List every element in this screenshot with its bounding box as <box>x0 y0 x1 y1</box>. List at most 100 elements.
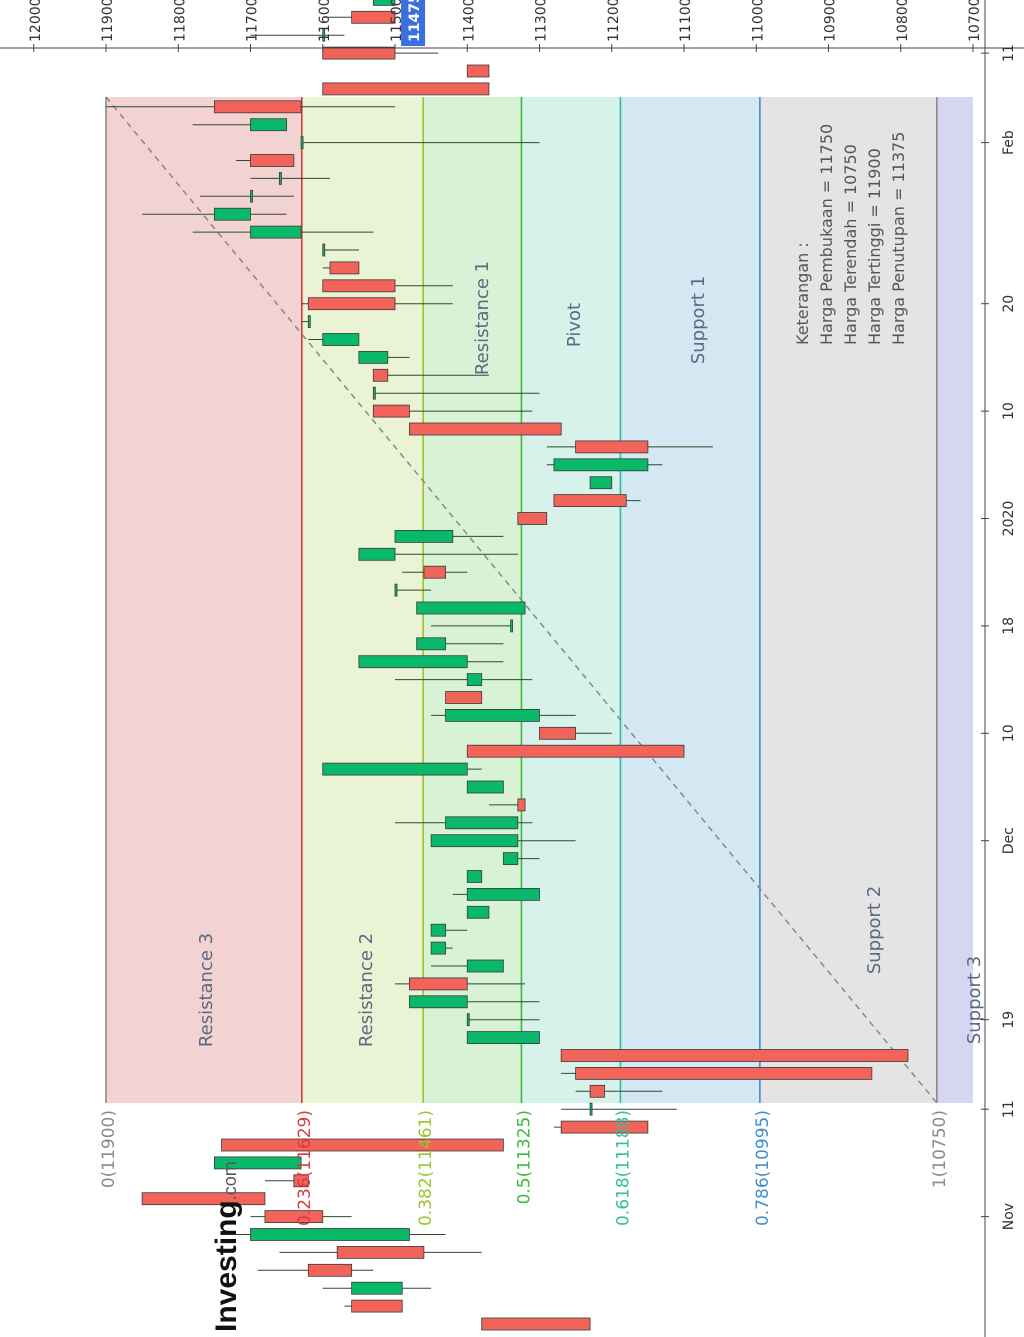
candle-body-21 <box>430 941 446 955</box>
level-label-3: 0.5(11325) <box>514 1110 534 1204</box>
candle-body-4 <box>336 1246 425 1259</box>
zone-label-6: Support 3 <box>964 956 985 1044</box>
time-label-4: 10 <box>1001 724 1017 742</box>
candle-body-74 <box>372 0 396 6</box>
level-label-5: 0.786(10995) <box>753 1110 773 1226</box>
candle-body-38 <box>416 637 446 651</box>
price-tick-label-7: 11300 <box>534 0 550 42</box>
candle-body-66 <box>300 136 304 150</box>
zone-0 <box>106 97 302 1103</box>
candle-body-33 <box>539 726 577 740</box>
candle-body-2 <box>351 1281 403 1295</box>
candle-body-72 <box>322 28 326 42</box>
candle-body-27 <box>430 834 519 848</box>
investing-logo: Investing.com <box>210 1161 244 1332</box>
candle-body-46 <box>553 494 627 508</box>
candle-body-39 <box>510 619 514 633</box>
zone-label-0: Resistance 3 <box>196 933 217 1047</box>
candle-body-32 <box>466 744 685 758</box>
legend: Keterangan : Harga Pembukaan = 11750 Harga… <box>793 124 908 345</box>
candle-body-61 <box>250 225 302 239</box>
candle-body-26 <box>502 852 519 865</box>
price-tick-label-0: 12000 <box>28 0 44 42</box>
candle-body-14 <box>575 1067 873 1080</box>
candle-body-67 <box>250 118 288 132</box>
candle-body-44 <box>394 530 454 543</box>
zone-3 <box>521 97 621 1103</box>
legend-line-2: Harga Terendah = 10750 <box>841 144 860 345</box>
candle-body-48 <box>553 458 649 472</box>
candle-body-51 <box>372 404 410 418</box>
candle-body-37 <box>358 655 468 669</box>
candle-body-16 <box>466 1031 540 1044</box>
time-label-9: Feb <box>1001 130 1017 155</box>
time-axis: Nov 11 19 Dec 10 18 2020 10 20 Feb 11 <box>981 0 1017 1337</box>
zone-6 <box>936 97 973 1103</box>
zone-5 <box>759 97 937 1103</box>
time-label-1: 11 <box>1001 1100 1017 1118</box>
candle-body-71 <box>322 46 396 60</box>
level-label-4: 0.618(11188) <box>613 1110 633 1226</box>
candle-body-52 <box>372 386 376 400</box>
time-label-6: 2020 <box>1001 501 1017 537</box>
price-tick-label-11: 10900 <box>823 0 839 42</box>
candle-body-7 <box>141 1192 266 1206</box>
candle-body-0 <box>481 1317 591 1331</box>
zone-label-5: Support 2 <box>864 886 885 974</box>
legend-line-4: Harga Penutupan = 11375 <box>889 132 908 345</box>
candle-body-58 <box>322 279 396 293</box>
candle-body-15 <box>560 1049 909 1062</box>
candle-body-24 <box>466 888 540 901</box>
candle-body-62 <box>213 207 251 221</box>
legend-line-3: Harga Tertinggi = 11900 <box>865 148 884 345</box>
candle-body-40 <box>416 601 526 615</box>
candle-body-6 <box>264 1210 324 1223</box>
candles <box>106 0 909 1331</box>
candle-body-55 <box>322 333 360 346</box>
zone-label-1: Resistance 2 <box>356 933 377 1047</box>
candle-body-41 <box>394 583 398 597</box>
zone-label-4: Support 1 <box>688 276 709 364</box>
candle-body-59 <box>329 261 360 275</box>
candle-body-13 <box>589 1084 605 1098</box>
time-label-2: 19 <box>1001 1011 1017 1029</box>
price-axis: 12000 11900 11800 11700 11600 11500 11400 11300… <box>0 0 1024 52</box>
candle-body-68 <box>213 100 302 114</box>
price-tick-label-1: 11900 <box>100 0 116 42</box>
level-labels: 0(11900) 0.236(11629) 0.382(11461) 0.5(1132… <box>99 1110 950 1226</box>
time-label-8: 20 <box>1001 295 1017 313</box>
zone-label-2: Resistance 1 <box>472 261 493 375</box>
time-label-3: Dec <box>1001 827 1017 854</box>
candle-body-8 <box>293 1174 309 1188</box>
candle-body-18 <box>409 995 468 1009</box>
candle-body-22 <box>430 923 446 937</box>
candle-body-53 <box>372 368 389 382</box>
price-tick-label-10: 11000 <box>750 0 766 42</box>
legend-line-0: Keterangan : <box>793 242 812 345</box>
price-tick-label-4: 11600 <box>317 0 333 42</box>
candle-body-35 <box>445 691 483 704</box>
candle-body-73 <box>351 10 396 24</box>
candle-body-20 <box>466 959 504 973</box>
candle-body-28 <box>445 816 519 830</box>
level-label-0: 0(11900) <box>99 1110 119 1188</box>
current-price-label: 11475 <box>407 0 423 42</box>
candle-body-17 <box>466 1013 470 1027</box>
price-tick-label-9: 11100 <box>678 0 694 42</box>
candle-body-49 <box>575 440 649 454</box>
candle-body-34 <box>445 709 540 722</box>
level-label-1: 0.236(11629) <box>295 1110 315 1226</box>
zone-label-3: Pivot <box>564 303 585 347</box>
time-label-0: Nov <box>1001 1203 1017 1230</box>
time-label-7: 10 <box>1001 402 1017 420</box>
candle-body-29 <box>517 798 526 812</box>
candle-body-1 <box>351 1299 403 1313</box>
candle-body-12 <box>589 1102 593 1116</box>
candle-body-69 <box>322 82 490 96</box>
price-tick-label-2: 11800 <box>172 0 188 42</box>
zone-labels: Resistance 3 Resistance 2 Resistance 1 Pivo… <box>196 261 985 1047</box>
time-label-10: 11 <box>1001 44 1017 62</box>
level-label-6: 1(10750) <box>930 1110 950 1188</box>
candle-body-56 <box>307 315 311 329</box>
